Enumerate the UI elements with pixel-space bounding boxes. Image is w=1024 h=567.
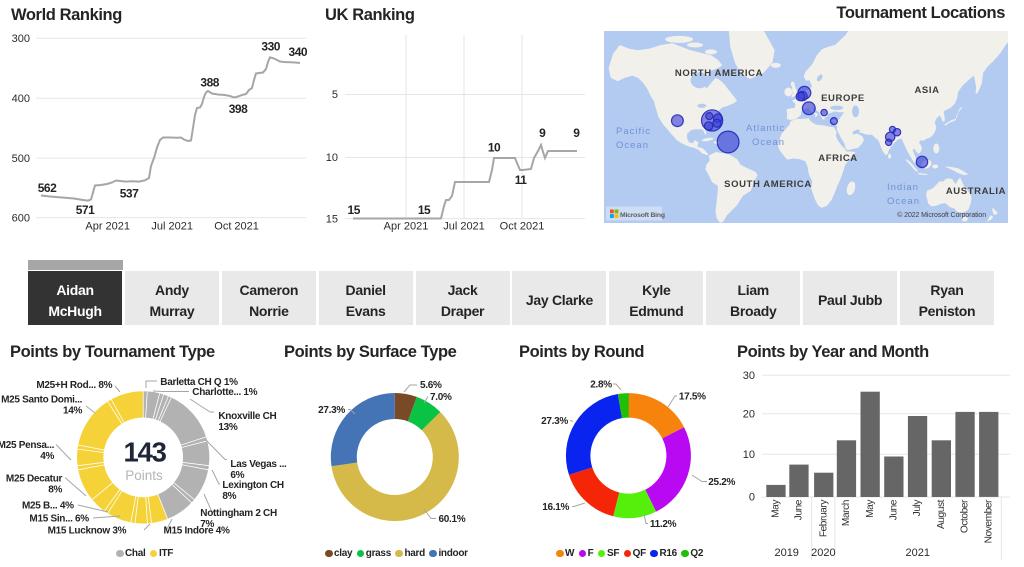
svg-text:9: 9 — [539, 126, 546, 140]
svg-text:10: 10 — [326, 152, 338, 164]
svg-text:M15 Lucknow 3%: M15 Lucknow 3% — [48, 526, 127, 537]
svg-text:Ocean: Ocean — [616, 140, 649, 151]
svg-text:Charlotte... 1%: Charlotte... 1% — [192, 387, 257, 398]
svg-text:June: June — [794, 499, 805, 520]
svg-text:388: 388 — [200, 76, 219, 90]
svg-text:30: 30 — [743, 370, 755, 382]
svg-text:Barletta CH Q 1%: Barletta CH Q 1% — [160, 377, 238, 388]
svg-text:400: 400 — [12, 93, 30, 105]
svg-text:7%: 7% — [200, 519, 214, 530]
svg-text:0: 0 — [749, 492, 755, 504]
svg-text:Pacific: Pacific — [616, 126, 651, 137]
svg-text:330: 330 — [261, 40, 280, 54]
svg-text:340: 340 — [289, 45, 308, 59]
svg-text:25.2%: 25.2% — [708, 477, 735, 488]
svg-text:13%: 13% — [218, 422, 238, 433]
svg-text:M15 Sin... 6%: M15 Sin... 6% — [29, 514, 89, 525]
svg-text:15: 15 — [418, 203, 431, 217]
svg-text:10: 10 — [488, 141, 501, 155]
svg-text:Ocean: Ocean — [887, 196, 920, 207]
svg-text:Indian: Indian — [887, 182, 919, 193]
svg-text:May: May — [771, 499, 782, 518]
svg-text:8%: 8% — [222, 491, 236, 502]
svg-text:AFRICA: AFRICA — [818, 153, 858, 164]
svg-text:M15 Indore 4%: M15 Indore 4% — [164, 526, 231, 537]
svg-text:Apr 2021: Apr 2021 — [85, 221, 130, 233]
svg-text:11: 11 — [515, 173, 528, 187]
svg-text:600: 600 — [12, 213, 30, 225]
svg-text:Oct 2021: Oct 2021 — [214, 221, 259, 233]
svg-text:571: 571 — [76, 203, 95, 217]
svg-text:ASIA: ASIA — [914, 85, 939, 96]
svg-text:AUSTRALIA: AUSTRALIA — [946, 186, 1006, 197]
svg-text:Ocean: Ocean — [752, 137, 785, 148]
svg-text:May: May — [865, 499, 876, 518]
svg-text:9: 9 — [573, 126, 580, 140]
svg-text:562: 562 — [38, 181, 57, 195]
svg-text:5.6%: 5.6% — [420, 380, 442, 391]
svg-text:© 2022 Microsoft Corporation: © 2022 Microsoft Corporation — [897, 211, 986, 219]
svg-text:Oct 2021: Oct 2021 — [500, 221, 545, 233]
svg-text:EUROPE: EUROPE — [821, 93, 865, 104]
svg-text:398: 398 — [229, 102, 248, 116]
svg-text:SOUTH AMERICA: SOUTH AMERICA — [724, 179, 812, 190]
svg-text:5: 5 — [332, 89, 338, 101]
svg-text:2.8%: 2.8% — [590, 380, 612, 391]
svg-text:500: 500 — [12, 153, 30, 165]
svg-text:20: 20 — [743, 409, 755, 421]
svg-text:Lexington CH: Lexington CH — [222, 480, 283, 491]
svg-text:March: March — [841, 500, 852, 526]
svg-text:16.1%: 16.1% — [542, 502, 569, 513]
svg-text:Microsoft Bing: Microsoft Bing — [620, 212, 665, 219]
svg-text:July: July — [912, 499, 923, 517]
svg-text:Jul 2021: Jul 2021 — [151, 221, 193, 233]
svg-text:M25+H Rod... 8%: M25+H Rod... 8% — [36, 380, 112, 391]
svg-text:Points: Points — [125, 468, 163, 483]
svg-text:300: 300 — [12, 33, 30, 45]
svg-text:M25 Pensa...: M25 Pensa... — [0, 440, 55, 451]
svg-text:6%: 6% — [230, 470, 244, 481]
svg-text:Jul 2021: Jul 2021 — [443, 221, 485, 233]
svg-text:Nottingham 2 CH: Nottingham 2 CH — [200, 508, 277, 519]
svg-text:27.3%: 27.3% — [318, 405, 345, 416]
svg-text:November: November — [983, 499, 994, 543]
svg-text:14%: 14% — [63, 406, 83, 417]
svg-text:Knoxville CH: Knoxville CH — [218, 411, 276, 422]
svg-text:June: June — [888, 499, 899, 520]
svg-text:10: 10 — [743, 449, 755, 461]
svg-text:October: October — [960, 499, 971, 533]
svg-text:Apr 2021: Apr 2021 — [384, 221, 429, 233]
svg-text:2021: 2021 — [906, 547, 930, 559]
svg-text:February: February — [818, 499, 829, 538]
svg-text:537: 537 — [120, 187, 139, 201]
svg-text:143: 143 — [123, 437, 166, 468]
svg-text:Atlantic: Atlantic — [746, 123, 785, 134]
svg-text:27.3%: 27.3% — [541, 416, 568, 427]
svg-text:7.0%: 7.0% — [430, 392, 452, 403]
svg-text:M25 Santo Domi...: M25 Santo Domi... — [1, 395, 83, 406]
svg-text:4%: 4% — [40, 451, 54, 462]
svg-text:15: 15 — [348, 203, 361, 217]
svg-text:11.2%: 11.2% — [650, 519, 677, 530]
svg-text:NORTH AMERICA: NORTH AMERICA — [675, 68, 763, 79]
svg-text:15: 15 — [326, 213, 338, 225]
svg-text:M25 Decatur: M25 Decatur — [6, 474, 63, 485]
svg-text:Las Vegas ...: Las Vegas ... — [230, 459, 287, 470]
svg-text:M25 B... 4%: M25 B... 4% — [22, 501, 74, 512]
svg-text:2020: 2020 — [811, 547, 835, 559]
svg-text:8%: 8% — [48, 485, 62, 496]
svg-text:2019: 2019 — [774, 547, 798, 559]
svg-text:August: August — [936, 499, 947, 529]
svg-text:60.1%: 60.1% — [439, 514, 466, 525]
svg-text:17.5%: 17.5% — [679, 391, 706, 402]
